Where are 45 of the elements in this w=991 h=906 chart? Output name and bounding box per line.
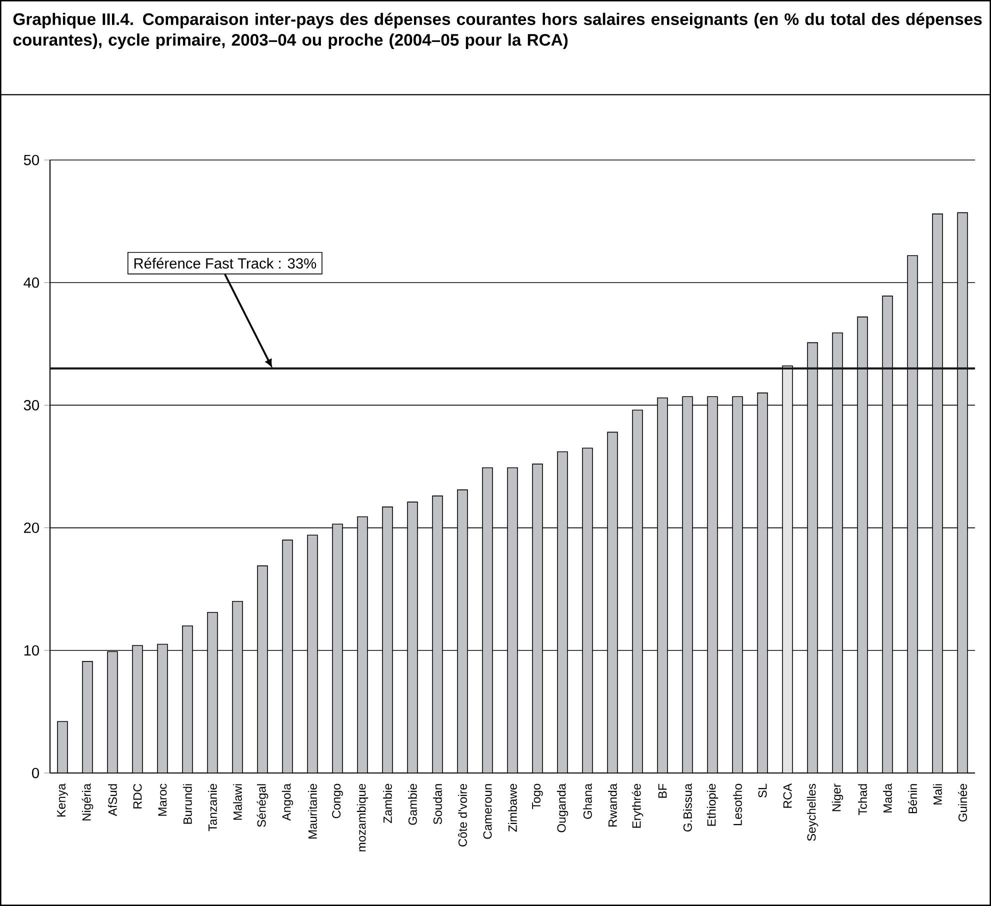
x-tick-label: Mauritanie bbox=[308, 784, 317, 838]
x-tick-label: Angola bbox=[282, 783, 294, 821]
y-tick-label: 20 bbox=[24, 522, 40, 533]
x-tick-label: Nigéria bbox=[82, 783, 94, 820]
x-tick-label: Guinée bbox=[958, 784, 967, 822]
y-tick-label: 50 bbox=[24, 154, 40, 166]
x-tick-label: Côte d'voire bbox=[458, 784, 467, 846]
x-tick-label: Bénin bbox=[908, 784, 917, 814]
x-tick-label: Tanzanie bbox=[208, 784, 217, 832]
x-tick-label: Sénégal bbox=[256, 784, 268, 827]
x-tick-label: SL bbox=[758, 784, 767, 798]
x-tick-label: G.Bissua bbox=[683, 783, 692, 832]
x-tick-label: Erythrée bbox=[632, 784, 644, 828]
y-tick-label: 0 bbox=[32, 768, 40, 778]
x-tick-label: Maroc bbox=[158, 784, 167, 816]
x-tick-label: Rwanda bbox=[608, 783, 617, 826]
x-tick-label: Ghana bbox=[583, 783, 592, 819]
x-tick-label: Seychelles bbox=[806, 784, 818, 841]
x-tick-label: Lesotho bbox=[733, 784, 742, 826]
x-tick-label: RCA bbox=[783, 783, 792, 808]
x-tick-label: Mali bbox=[933, 784, 942, 804]
y-tick-label: 30 bbox=[24, 400, 40, 410]
x-tick-label: AfSud bbox=[108, 784, 117, 816]
y-tick-label: 40 bbox=[24, 277, 40, 288]
x-tick-label: BF bbox=[658, 784, 667, 798]
x-tick-label: Niger bbox=[832, 784, 844, 812]
x-tick-label: Ouganda bbox=[556, 783, 568, 832]
chart-title: Graphique III.4. Comparaison inter-pays des dépenses courantes hors salaires enseignants (en % du total des dépenses courantes), cycle primaire, 2003–04 ou proche (2004–05 pour la RCA) bbox=[13, 12, 982, 50]
x-tick-label: Ethiopie bbox=[706, 784, 718, 826]
x-tick-label: Malawi bbox=[233, 784, 242, 820]
x-tick-label: mozambique bbox=[356, 784, 368, 852]
x-tick-label: Gambie bbox=[408, 784, 417, 825]
x-tick-label: Cameroun bbox=[483, 784, 492, 839]
x-tick-label: Soudan bbox=[433, 784, 442, 824]
x-tick-label: Congo bbox=[332, 784, 343, 818]
x-tick-label: RDC bbox=[133, 784, 142, 808]
x-tick-label: Zambie bbox=[383, 784, 392, 824]
x-tick-label: Zimbawe bbox=[508, 784, 517, 832]
y-tick-label: 10 bbox=[24, 645, 40, 656]
x-tick-label: Mada bbox=[883, 783, 892, 812]
x-tick-label: Kenya bbox=[57, 783, 68, 816]
x-tick-label: Burundi bbox=[183, 784, 192, 824]
x-tick-label: Tchad bbox=[858, 784, 867, 816]
ref-line-label: Référence Fast Track : 33% bbox=[134, 258, 316, 269]
x-tick-label: Togo bbox=[532, 784, 543, 810]
